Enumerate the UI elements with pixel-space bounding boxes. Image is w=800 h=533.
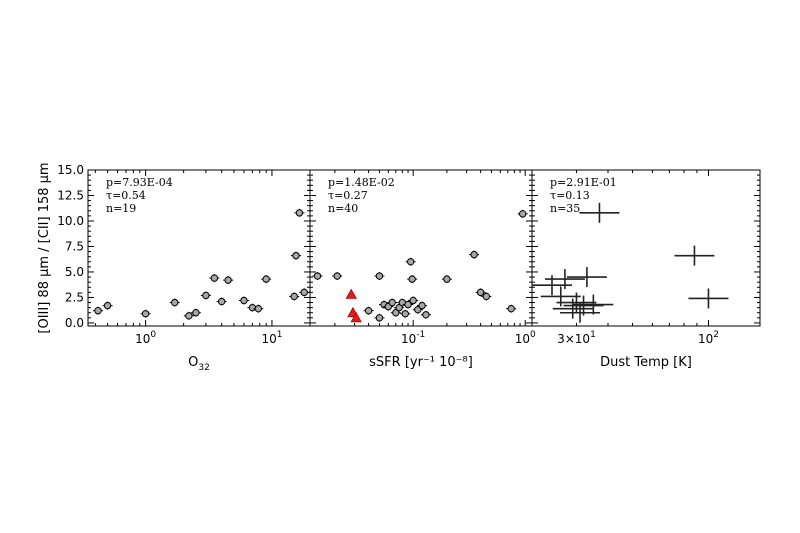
data-point [470, 250, 478, 259]
ticks [88, 169, 311, 326]
data-point [300, 288, 308, 297]
panel-2: 10-1 100 sSFR [yr⁻¹ 10⁻⁸] p=1.48E-02τ=0.27n… [309, 169, 536, 370]
data-point [519, 210, 527, 218]
data-point [141, 310, 150, 318]
data-point [290, 292, 298, 301]
data-points [93, 208, 310, 320]
x-axis-label: sSFR [yr⁻¹ 10⁻⁸] [369, 355, 473, 370]
data-point [408, 275, 416, 283]
data-point [217, 297, 226, 306]
data-point [185, 312, 193, 320]
panel-3: 3×101 102 Dust Temp [K] p=2.91E-01τ=0.13n=3… [531, 169, 761, 370]
stat-text: p=7.93E-04 [106, 176, 173, 189]
data-point [333, 272, 341, 280]
data-points [531, 202, 729, 323]
panel-frame [531, 169, 761, 327]
data-point [482, 292, 491, 301]
stat-text: n=35 [550, 202, 580, 215]
x-tick-label: 102 [698, 330, 719, 346]
y-axis-label: [OIII] 88 μm / [CII] 158 μm [37, 162, 52, 333]
stat-text: n=19 [106, 202, 136, 215]
data-point [401, 310, 409, 318]
data-point [254, 304, 263, 313]
x-axis-label: Dust Temp [K] [600, 355, 692, 370]
x-axis-label: O32 [188, 355, 210, 373]
data-point [418, 301, 426, 310]
data-point [248, 303, 257, 312]
data-point [375, 272, 384, 280]
data-point [103, 301, 112, 310]
data-point [313, 272, 322, 280]
data-point [240, 296, 248, 305]
data-point [171, 298, 179, 307]
stat-text: τ=0.54 [106, 189, 146, 202]
data-point [406, 258, 415, 266]
data-point [507, 304, 515, 313]
data-point [210, 274, 219, 282]
data-point [443, 275, 451, 283]
stat-text: τ=0.13 [550, 189, 590, 202]
stat-text: τ=0.27 [328, 189, 368, 202]
y-tick-label: 15.0 [57, 163, 84, 177]
ticks [531, 169, 760, 326]
x-tick-label: 100 [515, 330, 536, 346]
y-tick-label: 5.0 [65, 265, 84, 279]
data-point [388, 298, 396, 307]
data-point [192, 309, 200, 317]
panel-1: 100 101 O32 p=7.93E-04τ=0.54n=19 [87, 169, 311, 373]
stat-text: p=2.91E-01 [550, 176, 617, 189]
data-point [292, 251, 300, 260]
highlight-point [350, 312, 362, 323]
stat-text: p=1.48E-02 [328, 176, 395, 189]
y-tick-label: 0.0 [65, 316, 84, 330]
data-point [409, 296, 417, 305]
highlight-point [345, 288, 357, 299]
data-point [94, 307, 102, 315]
data-point [364, 307, 373, 315]
x-tick-label: 100 [135, 330, 156, 346]
data-point [262, 275, 270, 283]
y-tick-label: 10.0 [57, 214, 84, 228]
stat-text: n=40 [328, 202, 358, 215]
x-tick-label: 101 [261, 330, 282, 346]
data-point [392, 309, 400, 317]
data-point [202, 291, 210, 300]
panels: 100 101 O32 p=7.93E-04τ=0.54n=19 10-1 100 sSFR… [87, 169, 761, 373]
data-point [422, 311, 430, 319]
data-point [375, 314, 384, 322]
data-point [295, 209, 304, 217]
data-point [476, 288, 485, 297]
data-points [312, 209, 528, 323]
x-tick-label: 3×101 [557, 330, 596, 346]
y-tick-label: 2.5 [65, 290, 84, 304]
data-point [404, 300, 412, 309]
data-point [224, 276, 232, 284]
y-tick-labels: 0.0 2.5 5.0 7.5 10.0 12.5 15.0 [57, 163, 84, 330]
y-tick-label: 7.5 [65, 239, 84, 253]
x-tick-label: 10-1 [401, 330, 425, 346]
y-tick-label: 12.5 [57, 188, 84, 202]
